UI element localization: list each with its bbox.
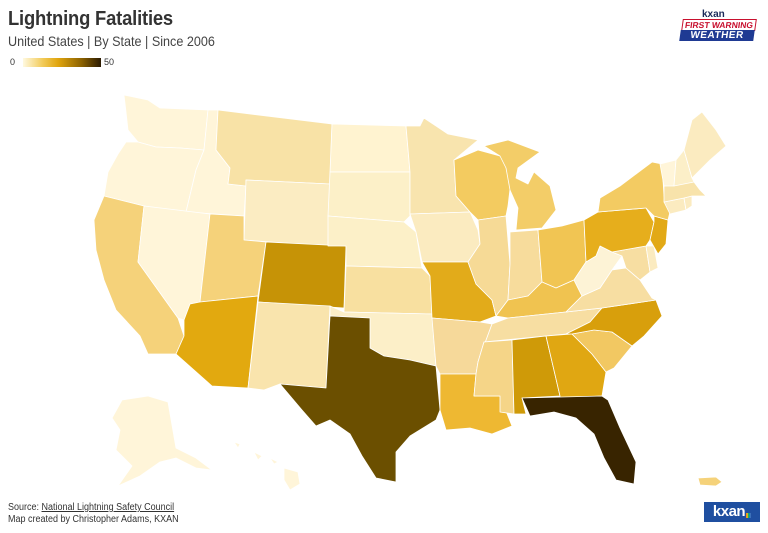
legend-max-label: 50 xyxy=(104,57,115,67)
state-MI[interactable] xyxy=(483,139,557,231)
territory-PR[interactable] xyxy=(697,476,723,487)
state-CO[interactable] xyxy=(257,241,347,309)
state-WI[interactable] xyxy=(453,149,513,221)
state-MA[interactable] xyxy=(663,181,707,203)
state-SD[interactable] xyxy=(327,171,411,223)
first-warning-weather-logo: kxan FIRST WARNING WEATHER xyxy=(679,9,758,43)
source-prefix: Source: xyxy=(8,502,42,513)
state-DE[interactable] xyxy=(645,245,659,273)
state-AK[interactable] xyxy=(111,395,213,487)
legend-gradient-bar xyxy=(23,57,102,67)
state-ME[interactable] xyxy=(683,111,727,179)
state-NM[interactable] xyxy=(247,301,331,391)
map-credit: Map created by Christopher Adams, KXAN xyxy=(8,514,179,525)
state-IA[interactable] xyxy=(409,211,481,263)
legend-min-label: 0 xyxy=(10,57,16,67)
state-TX[interactable] xyxy=(279,315,441,483)
chart-title: Lightning Fatalities xyxy=(8,8,173,30)
kxan-logo: kxan xyxy=(704,502,760,522)
state-AZ[interactable] xyxy=(175,295,259,389)
kxan-wordmark: kxan xyxy=(702,9,725,20)
state-IL[interactable] xyxy=(467,215,511,317)
nbc-peacock-icon xyxy=(746,513,752,518)
state-NC[interactable] xyxy=(565,299,663,347)
state-HI[interactable] xyxy=(233,441,301,491)
color-legend: 0 50 xyxy=(10,56,114,68)
source-footer: Source: National Lightning Safety Counci… xyxy=(8,502,179,526)
state-FL[interactable] xyxy=(521,395,637,485)
state-NH[interactable] xyxy=(673,149,695,187)
source-link[interactable]: National Lightning Safety Council xyxy=(41,502,175,513)
state-WY[interactable] xyxy=(243,179,331,247)
state-KS[interactable] xyxy=(343,265,433,315)
state-MT[interactable] xyxy=(215,109,333,187)
state-ND[interactable] xyxy=(329,123,411,173)
kxan-logo-text: kxan xyxy=(712,503,746,520)
chart-subtitle: United States | By State | Since 2006 xyxy=(8,33,215,49)
